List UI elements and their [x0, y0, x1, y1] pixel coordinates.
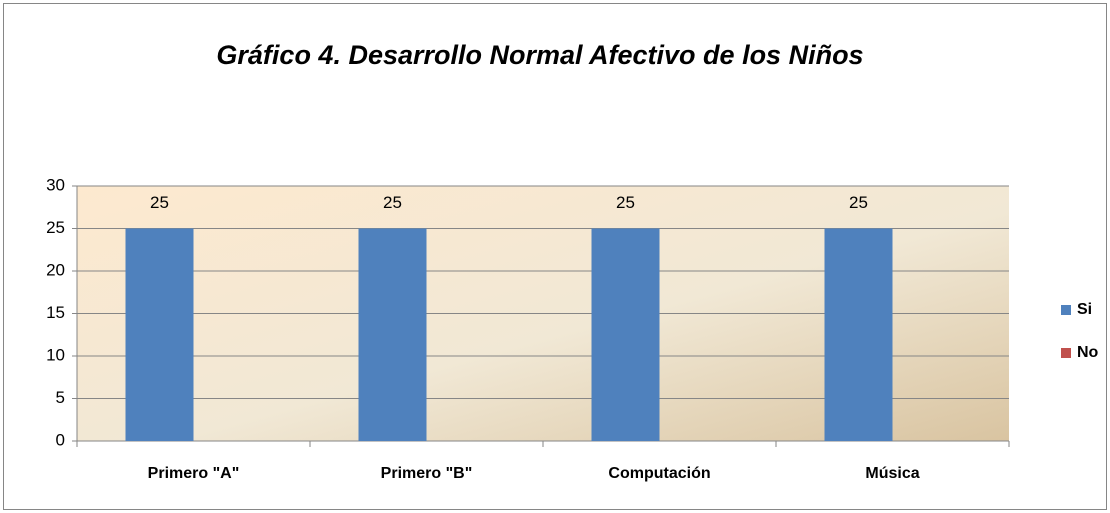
- legend-swatch: [1061, 348, 1071, 358]
- y-tick-label: 20: [46, 260, 65, 279]
- legend-label: Si: [1077, 301, 1092, 318]
- y-tick-label: 30: [46, 175, 65, 194]
- y-tick-label: 10: [46, 345, 65, 364]
- y-tick-label: 25: [46, 218, 65, 237]
- y-tick-label: 0: [56, 430, 65, 449]
- bar: [591, 228, 660, 441]
- bar: [358, 228, 427, 441]
- legend-label: No: [1077, 344, 1099, 361]
- y-tick-label: 15: [46, 303, 65, 322]
- x-tick-label: Primero "A": [148, 465, 240, 482]
- data-label: 25: [616, 193, 635, 212]
- x-tick-label: Música: [865, 465, 919, 482]
- data-label: 25: [849, 193, 868, 212]
- x-tick-label: Computación: [608, 465, 710, 482]
- x-tick-label: Primero "B": [381, 465, 473, 482]
- chart-title: Gráfico 4. Desarrollo Normal Afectivo de…: [216, 40, 863, 70]
- legend-swatch: [1061, 305, 1071, 315]
- data-label: 25: [150, 193, 169, 212]
- data-label: 25: [383, 193, 402, 212]
- y-tick-label: 5: [56, 388, 65, 407]
- bar: [125, 228, 194, 441]
- bar: [824, 228, 893, 441]
